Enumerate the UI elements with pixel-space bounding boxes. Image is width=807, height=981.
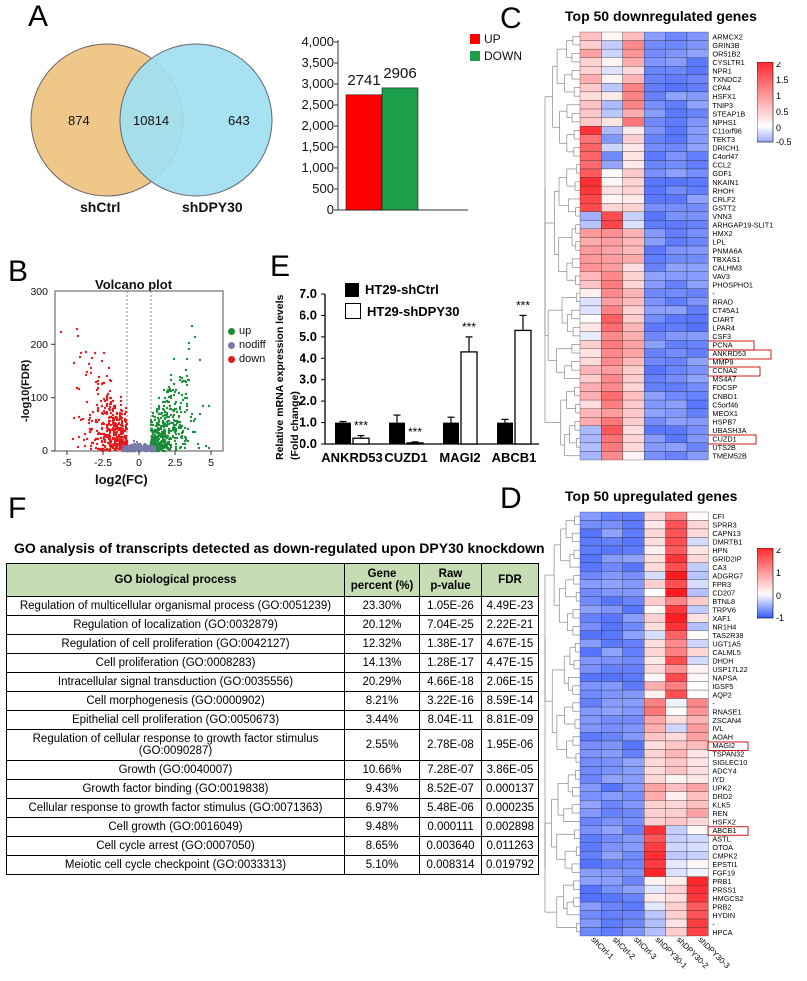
svg-text:0: 0 xyxy=(327,202,334,217)
svg-text:-0.5: -0.5 xyxy=(776,137,792,147)
svg-text:1: 1 xyxy=(776,91,781,101)
svg-text:1.5: 1.5 xyxy=(776,75,789,85)
svg-text:TMEM52B: TMEM52B xyxy=(712,452,747,461)
svg-text:300: 300 xyxy=(30,286,48,298)
svg-text:CUZD1: CUZD1 xyxy=(384,450,427,465)
svg-text:1.0: 1.0 xyxy=(300,415,317,430)
svg-text:0: 0 xyxy=(776,123,781,133)
svg-text:500: 500 xyxy=(312,181,334,196)
svg-text:5: 5 xyxy=(208,457,214,469)
svg-text:1,000: 1,000 xyxy=(301,160,334,175)
svg-text:3,000: 3,000 xyxy=(301,76,334,91)
svg-text:***: *** xyxy=(462,320,476,334)
svg-text:PHOSPHO1: PHOSPHO1 xyxy=(712,281,753,290)
svg-text:2741: 2741 xyxy=(347,72,380,89)
svg-text:0: 0 xyxy=(776,591,781,601)
svg-text:3,500: 3,500 xyxy=(301,55,334,70)
svg-text:0: 0 xyxy=(136,457,142,469)
svg-text:200: 200 xyxy=(30,339,48,351)
svg-text:643: 643 xyxy=(228,113,250,128)
svg-text:***: *** xyxy=(354,419,368,433)
svg-text:1,500: 1,500 xyxy=(301,139,334,154)
svg-text:ANKRD53: ANKRD53 xyxy=(321,450,382,465)
svg-text:-5: -5 xyxy=(62,457,71,469)
svg-text:2: 2 xyxy=(776,548,781,555)
svg-text:***: *** xyxy=(408,425,422,439)
svg-text:shDPY30: shDPY30 xyxy=(182,199,243,215)
svg-text:HYDIN: HYDIN xyxy=(712,911,735,920)
svg-text:***: *** xyxy=(516,298,530,312)
svg-text:-1: -1 xyxy=(776,613,784,623)
svg-text:AQP2: AQP2 xyxy=(712,690,731,699)
svg-text:1: 1 xyxy=(776,568,781,578)
svg-text:874: 874 xyxy=(68,113,90,128)
svg-text:5.0: 5.0 xyxy=(300,329,317,344)
svg-text:HPCA: HPCA xyxy=(712,928,732,937)
svg-text:0.0: 0.0 xyxy=(300,436,317,451)
svg-text:2.5: 2.5 xyxy=(168,457,183,469)
svg-text:7.0: 7.0 xyxy=(300,286,317,301)
svg-text:4,000: 4,000 xyxy=(301,34,334,49)
svg-text:MAGI2: MAGI2 xyxy=(439,450,480,465)
svg-text:10814: 10814 xyxy=(133,113,169,128)
svg-text:100: 100 xyxy=(30,392,48,404)
svg-text:6.0: 6.0 xyxy=(300,307,317,322)
svg-text:2,500: 2,500 xyxy=(301,97,334,112)
svg-text:2.0: 2.0 xyxy=(300,393,317,408)
svg-text:shCtrl: shCtrl xyxy=(80,199,120,215)
svg-text:2: 2 xyxy=(776,62,781,69)
svg-text:ABCB1: ABCB1 xyxy=(492,450,537,465)
svg-text:4.0: 4.0 xyxy=(300,350,317,365)
svg-text:0: 0 xyxy=(42,445,48,457)
svg-text:2906: 2906 xyxy=(383,65,416,82)
svg-text:3.0: 3.0 xyxy=(300,372,317,387)
svg-text:2,000: 2,000 xyxy=(301,118,334,133)
svg-text:-2.5: -2.5 xyxy=(94,457,112,469)
svg-text:0.5: 0.5 xyxy=(776,107,789,117)
